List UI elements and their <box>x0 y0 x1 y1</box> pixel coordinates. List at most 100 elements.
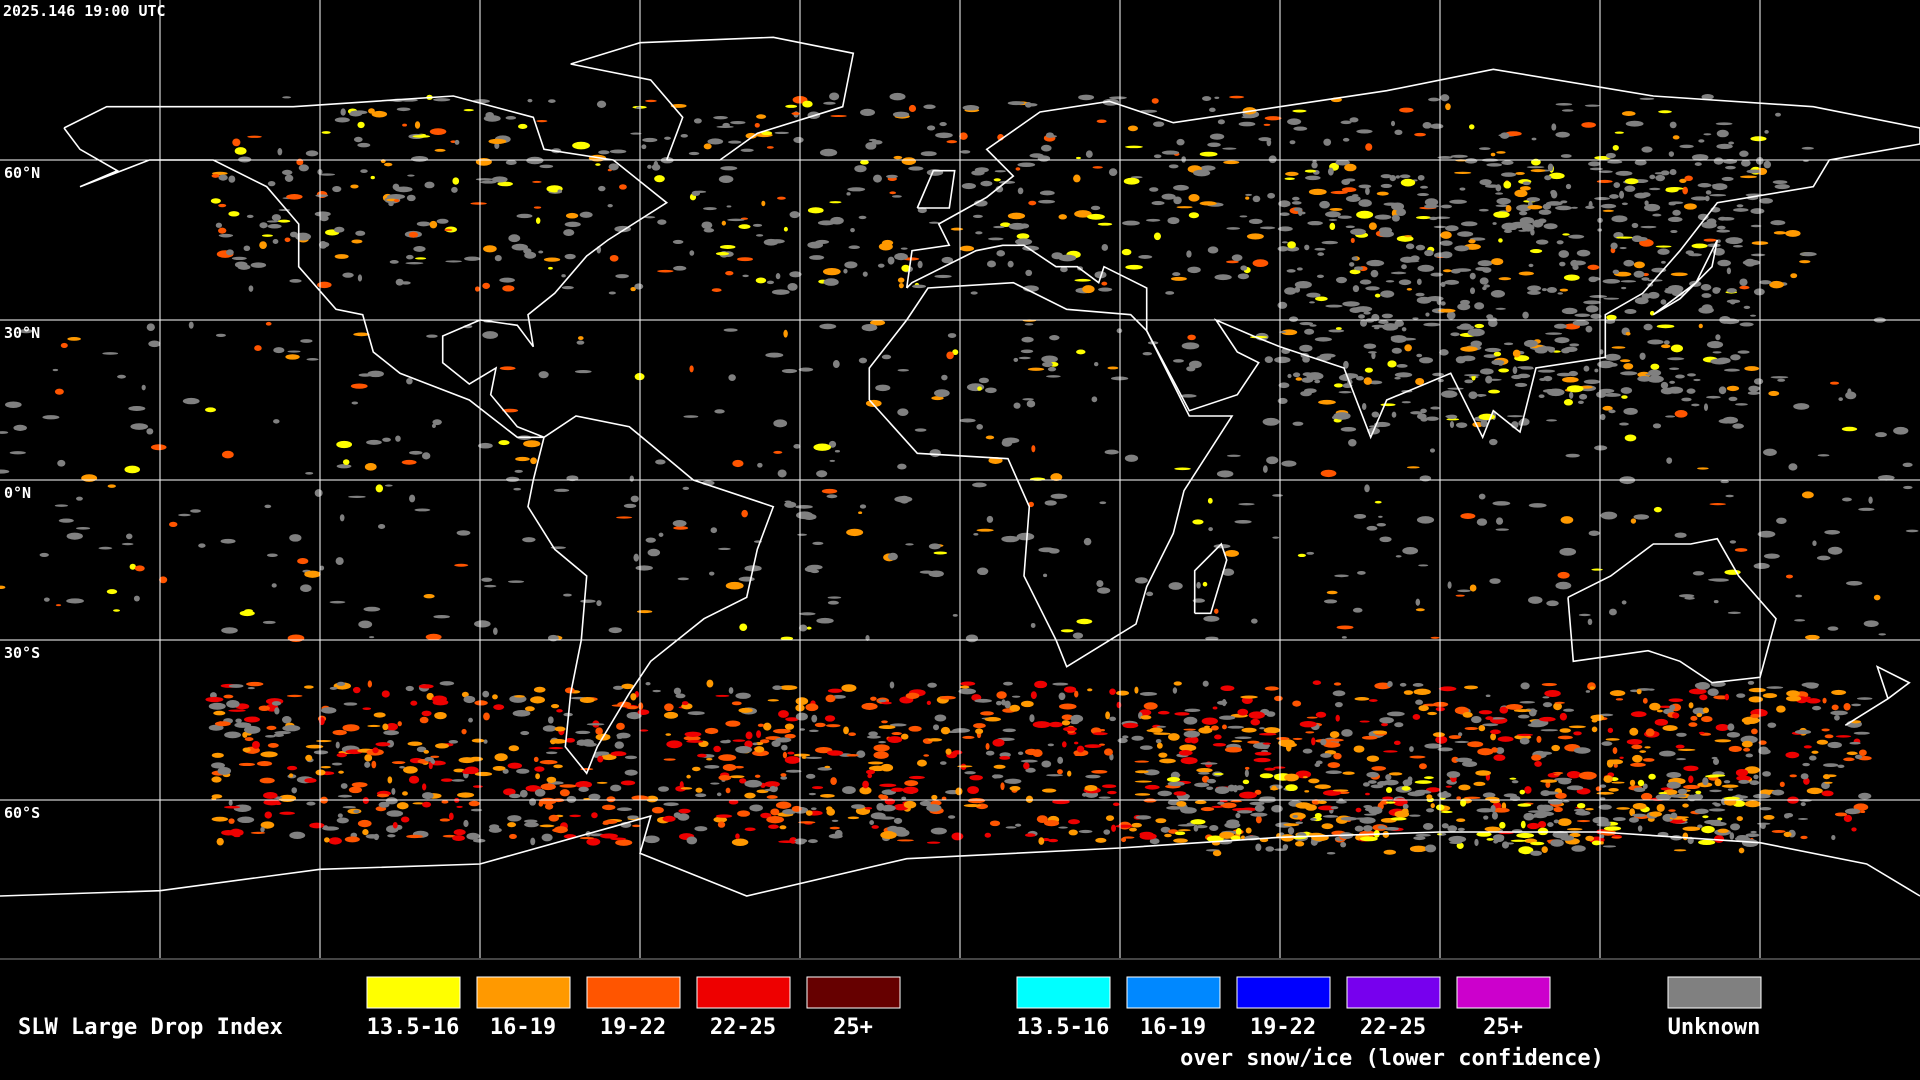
cloud-cell <box>507 762 523 769</box>
cloud-cell <box>1859 749 1867 756</box>
cloud-cell <box>1108 168 1118 177</box>
cloud-cell <box>867 773 873 779</box>
cloud-cell <box>1295 377 1303 381</box>
cloud-cell <box>720 166 738 171</box>
cloud-cell <box>343 702 358 706</box>
cloud-cell <box>1045 135 1057 138</box>
cloud-cell <box>1554 701 1565 704</box>
cloud-cell <box>1495 517 1504 525</box>
legend-label: 13.5-16 <box>367 1015 460 1040</box>
cloud-cell <box>630 495 639 503</box>
cloud-cell <box>1103 829 1111 835</box>
cloud-cell <box>507 822 517 828</box>
cloud-cell <box>1007 212 1026 220</box>
cloud-cell <box>250 831 266 834</box>
cloud-cell <box>1531 137 1537 141</box>
cloud-cell <box>1094 361 1099 367</box>
cloud-cell <box>535 773 540 780</box>
cloud-cell <box>282 96 292 99</box>
cloud-cell <box>1585 690 1591 693</box>
cloud-cell <box>961 182 977 190</box>
cloud-cell <box>610 751 627 757</box>
cloud-cell <box>1364 367 1373 373</box>
cloud-cell <box>1598 804 1612 810</box>
cloud-cell <box>1130 176 1143 179</box>
cloud-cell <box>1214 786 1230 795</box>
cloud-cell <box>1255 815 1262 824</box>
cloud-cell <box>1168 733 1180 741</box>
cloud-cell <box>1429 448 1436 453</box>
cloud-cell <box>1748 696 1764 703</box>
cloud-cell <box>1669 169 1677 176</box>
cloud-cell <box>1052 799 1070 805</box>
cloud-cell <box>1085 150 1093 158</box>
cloud-cell <box>228 211 240 217</box>
cloud-cell <box>1231 254 1243 262</box>
cloud-cell <box>1875 432 1887 438</box>
cloud-cell <box>1295 821 1304 825</box>
cloud-cell <box>342 724 360 732</box>
cloud-cell <box>1345 225 1355 229</box>
cloud-cell <box>1052 682 1069 686</box>
cloud-cell <box>1626 738 1643 745</box>
cloud-cell <box>1254 804 1265 812</box>
cloud-cell <box>1042 361 1053 368</box>
cloud-cell <box>1109 96 1127 100</box>
cloud-cell <box>923 104 936 109</box>
cloud-cell <box>1292 372 1301 378</box>
cloud-cell <box>1424 844 1437 853</box>
cloud-cell <box>1599 784 1607 788</box>
cloud-cell <box>1608 409 1616 414</box>
cloud-cell <box>1342 137 1350 142</box>
cloud-cell <box>633 553 640 562</box>
cloud-cell <box>902 786 919 794</box>
cloud-cell <box>941 256 954 264</box>
cloud-cell <box>1368 425 1380 428</box>
cloud-cell <box>1546 419 1558 422</box>
cloud-cell <box>205 696 224 703</box>
cloud-cell <box>421 710 432 717</box>
cloud-cell <box>827 688 843 693</box>
cloud-cell <box>314 211 331 217</box>
cloud-cell <box>1259 773 1274 779</box>
cloud-cell <box>1739 278 1748 286</box>
cloud-cell <box>217 767 232 775</box>
cloud-cell <box>1609 690 1626 697</box>
cloud-cell <box>1440 251 1453 259</box>
cloud-cell <box>827 596 842 599</box>
cloud-cell <box>533 686 546 693</box>
cloud-cell <box>1589 686 1595 690</box>
cloud-cell <box>1702 707 1710 714</box>
cloud-cell <box>1648 773 1656 780</box>
cloud-cell <box>1222 568 1235 576</box>
cloud-cell <box>778 710 789 718</box>
cloud-cell <box>1725 165 1736 170</box>
cloud-cell <box>1087 688 1093 692</box>
cloud-cell <box>538 250 544 254</box>
cloud-cell <box>1172 359 1184 363</box>
cloud-cell <box>1146 591 1154 597</box>
cloud-cell <box>1490 729 1501 735</box>
cloud-cell <box>1343 360 1349 369</box>
cloud-cell <box>1352 607 1363 613</box>
cloud-cell <box>1050 493 1068 499</box>
cloud-cell <box>289 831 306 840</box>
cloud-cell <box>908 725 922 732</box>
cloud-cell <box>1415 377 1425 386</box>
cloud-cell <box>826 750 844 756</box>
cloud-cell <box>760 812 772 819</box>
cloud-cell <box>474 620 491 628</box>
cloud-cell <box>1049 335 1060 341</box>
coastline <box>1193 542 1228 615</box>
cloud-cell <box>331 762 343 766</box>
cloud-cell <box>508 234 521 243</box>
cloud-cell <box>1177 829 1191 832</box>
cloud-cell <box>367 680 373 688</box>
cloud-cell <box>1561 348 1571 354</box>
cloud-cell <box>1708 578 1726 582</box>
cloud-cell <box>881 701 892 705</box>
cloud-cell <box>1672 135 1680 140</box>
cloud-cell <box>43 597 50 602</box>
cloud-cell <box>1536 735 1542 743</box>
cloud-cell <box>1363 311 1371 315</box>
